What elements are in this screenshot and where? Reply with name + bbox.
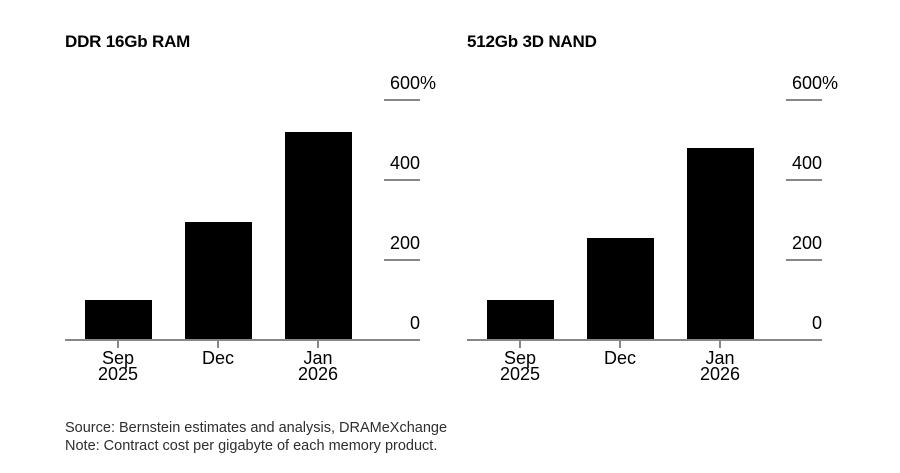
x-tick-dec bbox=[217, 341, 219, 348]
y-tick-label-600: 600% bbox=[389, 73, 436, 93]
y-tick-label-200: 200 bbox=[389, 233, 420, 253]
y-tick-label-400: 400 bbox=[791, 153, 822, 173]
y-tick-line-400 bbox=[384, 179, 420, 181]
bars-area bbox=[470, 100, 770, 340]
x-tick-sep-2025 bbox=[117, 341, 119, 348]
bar-dec bbox=[586, 238, 654, 340]
chart-panel-ddr-ram: DDR 16Gb RAM 600% 400 200 0 Sep 2025 Dec Jan 20… bbox=[65, 0, 436, 384]
x-axis-line bbox=[467, 339, 822, 341]
x-label-sep-2025: Sep 2025 bbox=[97, 348, 139, 384]
bar-slot-jan-2026 bbox=[670, 100, 770, 340]
x-label-dec: Dec bbox=[201, 348, 234, 368]
y-tick-line-600 bbox=[384, 99, 420, 101]
y-tick-label-200: 200 bbox=[791, 233, 822, 253]
x-label-dec: Dec bbox=[603, 348, 636, 368]
footer: Source: Bernstein estimates and analysis… bbox=[65, 420, 447, 455]
y-tick-label-600: 600% bbox=[791, 73, 838, 93]
x-label-jan-2026: Jan 2026 bbox=[297, 348, 339, 384]
x-tick-jan-2026 bbox=[719, 341, 721, 348]
y-tick-line-200 bbox=[384, 259, 420, 261]
y-axis: 600% 400 200 0 bbox=[770, 73, 838, 340]
bar-slot-jan-2026 bbox=[268, 100, 368, 340]
x-tick-sep-2025 bbox=[519, 341, 521, 348]
x-axis-labels: Sep 2025 Dec Jan 2026 bbox=[68, 348, 368, 384]
x-label-jan-2026: Jan 2026 bbox=[699, 348, 741, 384]
footer-note: Note: Contract cost per gigabyte of each… bbox=[65, 437, 438, 454]
bar-sep-2025 bbox=[486, 300, 554, 340]
charts-row: DDR 16Gb RAM 600% 400 200 0 Sep 2025 Dec Jan 20… bbox=[65, 0, 838, 384]
bar-dec bbox=[184, 222, 252, 340]
y-tick-label-400: 400 bbox=[389, 153, 420, 173]
chart-panel-3d-nand: 512Gb 3D NAND 600% 400 200 0 Sep 2025 Dec Jan 2… bbox=[467, 0, 838, 384]
bar-sep-2025 bbox=[84, 300, 152, 340]
y-tick-label-0: 0 bbox=[409, 313, 420, 333]
y-tick-label-0: 0 bbox=[811, 313, 822, 333]
footer-source: Source: Bernstein estimates and analysis… bbox=[65, 420, 448, 436]
y-tick-line-200 bbox=[786, 259, 822, 261]
bar-jan-2026 bbox=[284, 132, 352, 340]
x-tick-jan-2026 bbox=[317, 341, 319, 348]
x-label-sep-2025: Sep 2025 bbox=[499, 348, 541, 384]
chart-title-ddr-ram: DDR 16Gb RAM bbox=[65, 32, 191, 51]
y-tick-line-400 bbox=[786, 179, 822, 181]
x-tick-dec bbox=[619, 341, 621, 348]
x-axis-line bbox=[65, 339, 420, 341]
y-axis: 600% 400 200 0 bbox=[368, 73, 436, 340]
bar-jan-2026 bbox=[686, 148, 754, 340]
plot-area-ddr-ram: 600% 400 200 0 bbox=[65, 73, 436, 348]
bars-area bbox=[68, 100, 368, 340]
x-axis-labels: Sep 2025 Dec Jan 2026 bbox=[470, 348, 770, 384]
bar-slot-sep-2025 bbox=[470, 100, 570, 340]
plot-area-3d-nand: 600% 400 200 0 bbox=[467, 73, 838, 348]
bar-slot-dec bbox=[168, 100, 268, 340]
chart-title-3d-nand: 512Gb 3D NAND bbox=[467, 32, 597, 51]
bar-slot-dec bbox=[570, 100, 670, 340]
bar-slot-sep-2025 bbox=[68, 100, 168, 340]
y-tick-line-600 bbox=[786, 99, 822, 101]
